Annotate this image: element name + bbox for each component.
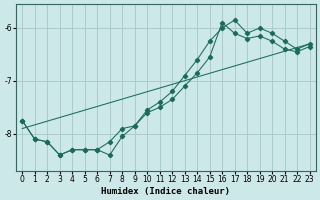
X-axis label: Humidex (Indice chaleur): Humidex (Indice chaleur) <box>101 187 230 196</box>
